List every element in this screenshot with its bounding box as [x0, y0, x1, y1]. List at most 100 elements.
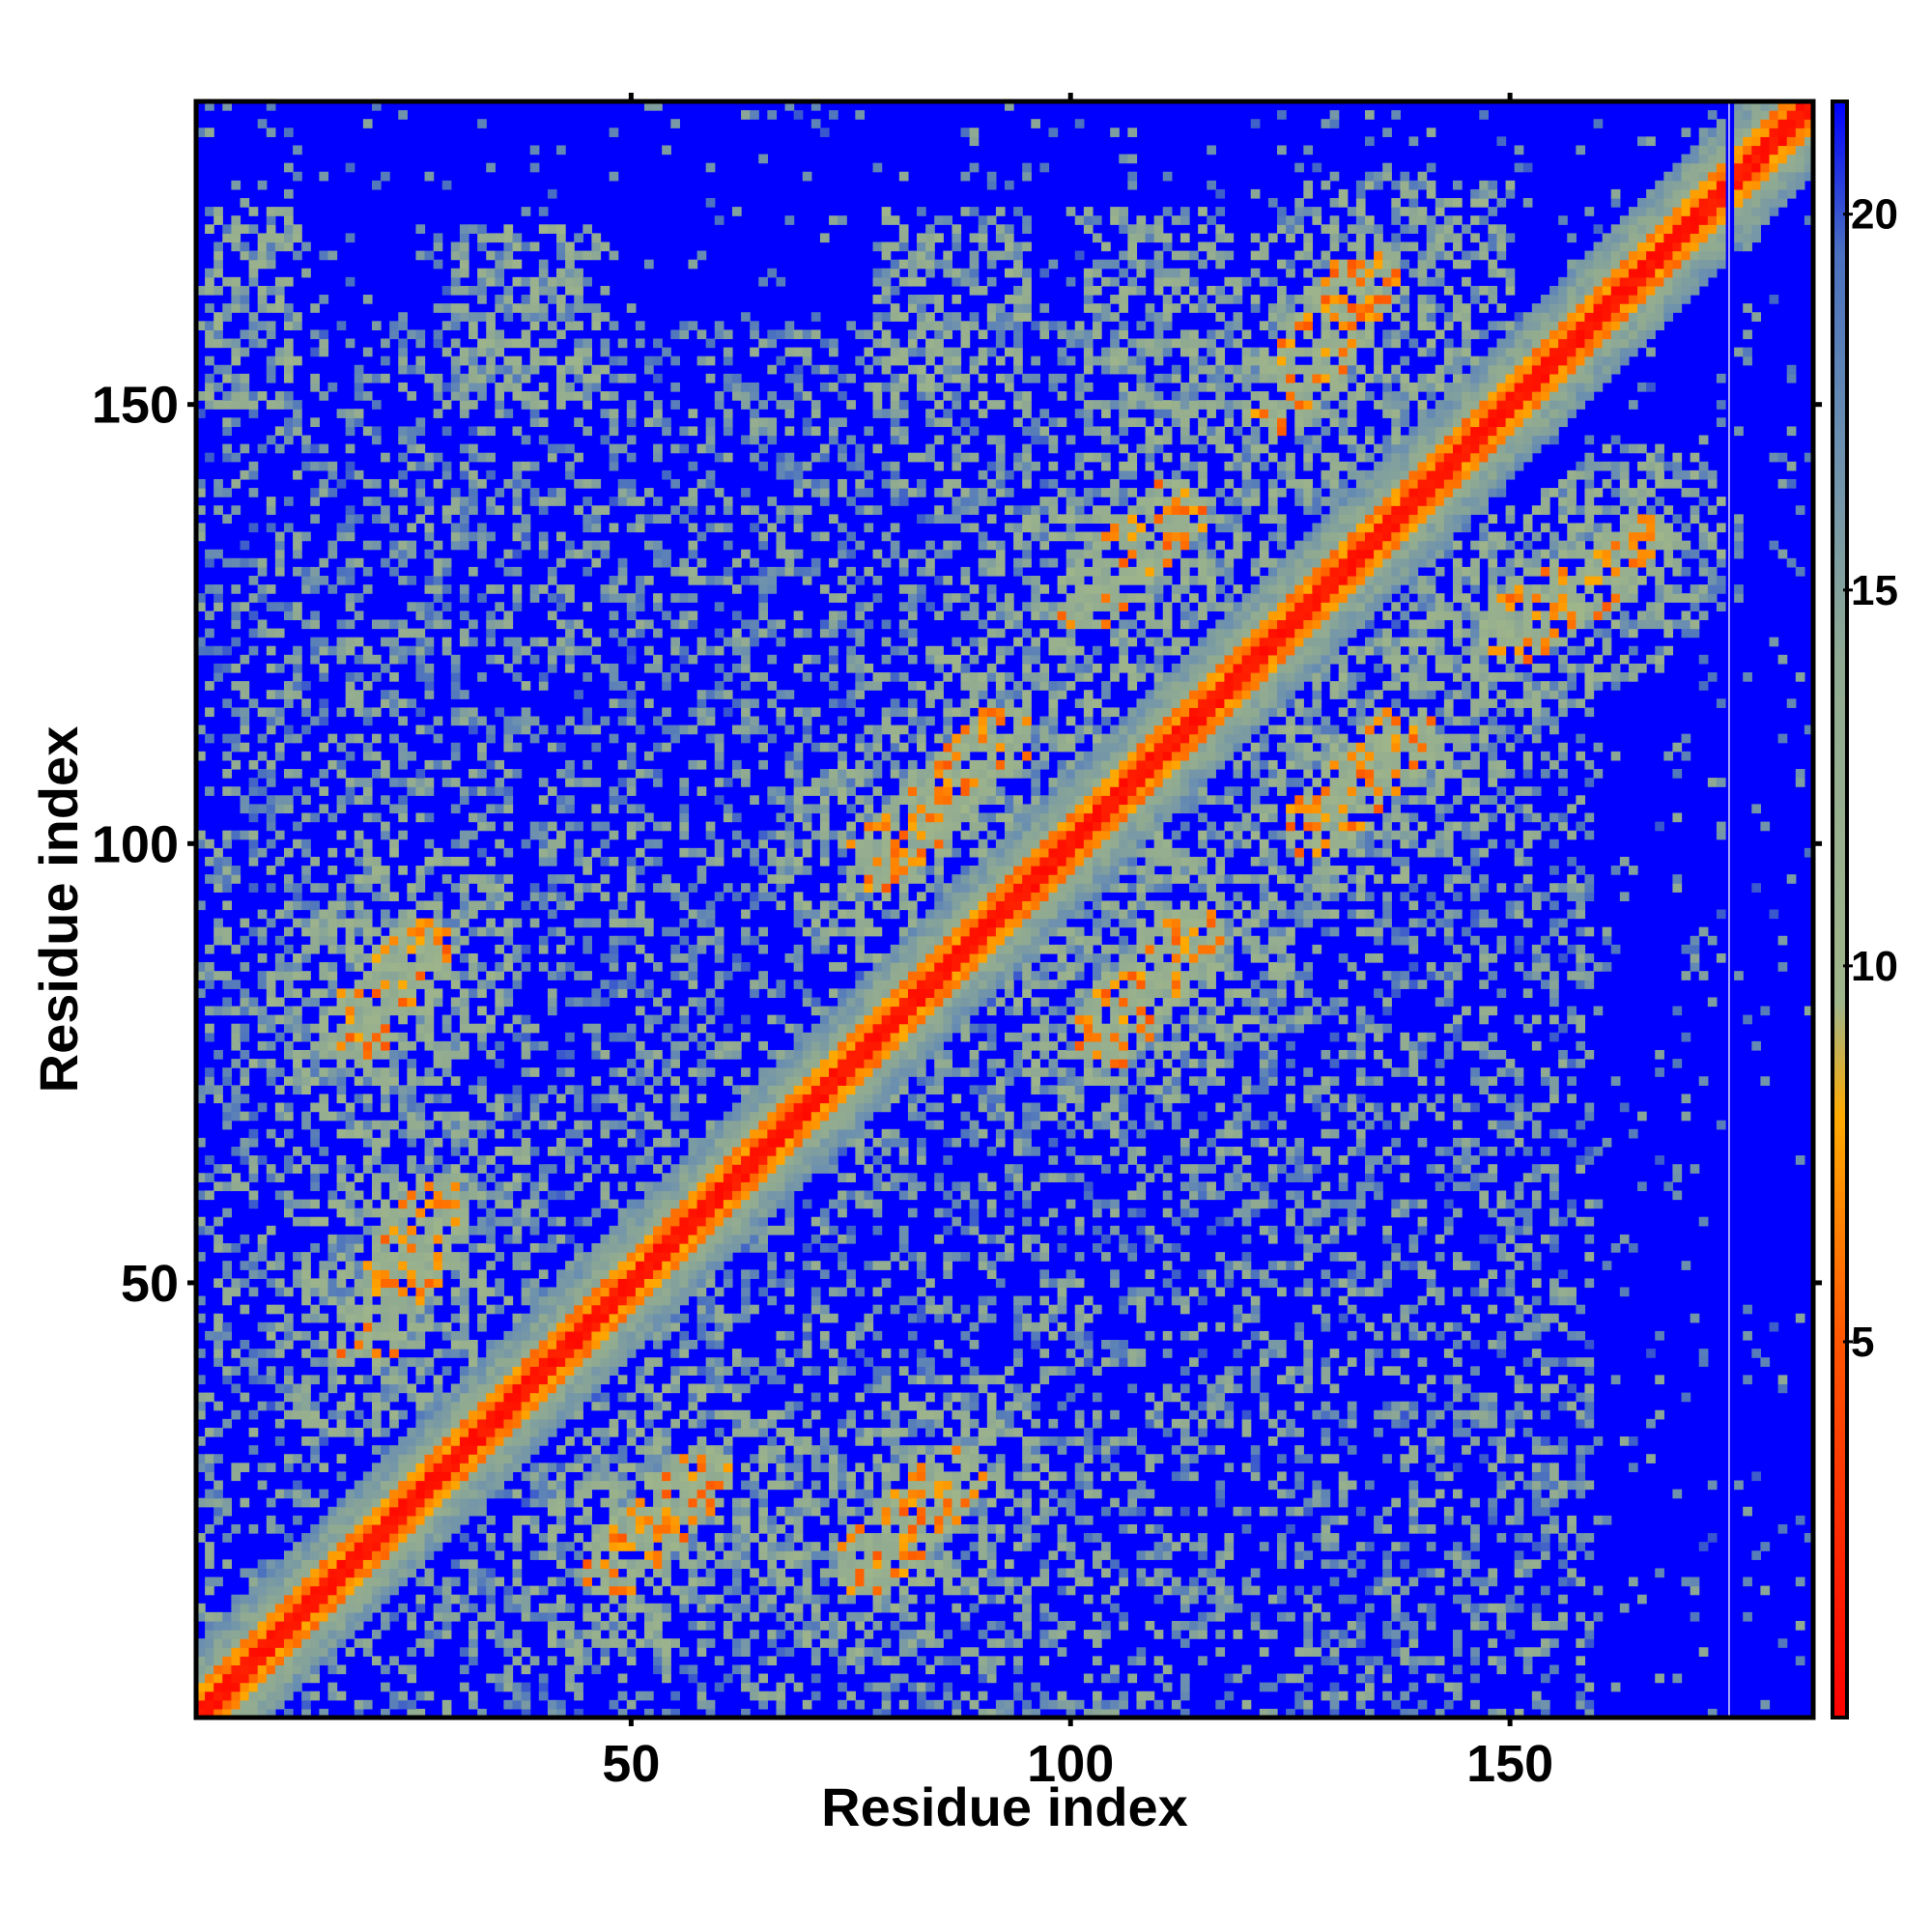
- heatmap-cell: [248, 523, 259, 533]
- heatmap-cell: [529, 1427, 540, 1437]
- heatmap-cell: [477, 276, 487, 287]
- heatmap-cell: [609, 1568, 619, 1578]
- heatmap-cell: [696, 1173, 707, 1182]
- heatmap-cell: [477, 1040, 487, 1051]
- heatmap-cell: [371, 1023, 382, 1034]
- heatmap-cell: [266, 988, 276, 999]
- heatmap-cell: [205, 1489, 214, 1499]
- heatmap-cell: [266, 795, 276, 805]
- heatmap-cell: [354, 952, 364, 963]
- heatmap-cell: [731, 611, 742, 621]
- heatmap-cell: [222, 101, 232, 111]
- heatmap-cell: [556, 1489, 566, 1499]
- heatmap-cell: [381, 1682, 390, 1692]
- heatmap-cell: [521, 373, 531, 384]
- heatmap-cell: [643, 1480, 654, 1491]
- heatmap-cell: [274, 1111, 285, 1122]
- heatmap-cell: [574, 1454, 583, 1463]
- heatmap-cell: [512, 1690, 523, 1701]
- heatmap-cell: [723, 355, 733, 366]
- heatmap-cell: [310, 1216, 320, 1227]
- heatmap-cell: [696, 1550, 707, 1560]
- heatmap-cell: [433, 1375, 443, 1385]
- heatmap-cell: [345, 1523, 355, 1534]
- heatmap-cell: [486, 883, 496, 893]
- heatmap-cell: [582, 856, 592, 867]
- heatmap-cell: [565, 1278, 575, 1289]
- heatmap-cell: [327, 1234, 338, 1244]
- heatmap-cell: [662, 1401, 671, 1411]
- heatmap-cell: [574, 1243, 583, 1253]
- heatmap-cell: [477, 1454, 487, 1463]
- heatmap-cell: [653, 1208, 663, 1218]
- heatmap-cell: [319, 804, 329, 814]
- heatmap-cell: [354, 1559, 364, 1570]
- heatmap-cell: [362, 566, 373, 577]
- heatmap-cell: [266, 1664, 276, 1675]
- heatmap-cell: [389, 549, 399, 559]
- heatmap-cell: [731, 1506, 742, 1517]
- heatmap-cell: [741, 1673, 751, 1684]
- heatmap-cell: [424, 1418, 435, 1429]
- heatmap-cell: [714, 1190, 724, 1201]
- heatmap-cell: [336, 1349, 347, 1358]
- heatmap-cell: [662, 1261, 671, 1270]
- heatmap-cell: [521, 400, 531, 410]
- heatmap-cell: [741, 1515, 751, 1525]
- heatmap-cell: [696, 944, 707, 954]
- heatmap-cell: [248, 250, 259, 261]
- heatmap-cell: [327, 584, 338, 594]
- heatmap-cell: [626, 1392, 637, 1403]
- heatmap-cell: [441, 1480, 452, 1491]
- heatmap-cell: [591, 321, 602, 330]
- heatmap-cell: [512, 373, 523, 384]
- heatmap-cell: [415, 1515, 426, 1525]
- heatmap-cell: [450, 1261, 461, 1270]
- heatmap-cell: [643, 1533, 654, 1543]
- heatmap-cell: [529, 1392, 540, 1403]
- heatmap-cell: [495, 962, 505, 972]
- heatmap-cell: [609, 321, 619, 330]
- heatmap-cell: [486, 1630, 496, 1639]
- heatmap-cell: [469, 1647, 478, 1657]
- heatmap-cell: [477, 1409, 487, 1420]
- heatmap-cell: [248, 1349, 259, 1358]
- heatmap-cell: [731, 1216, 742, 1227]
- heatmap-cell: [643, 980, 654, 989]
- heatmap-cell: [626, 1699, 637, 1710]
- heatmap-cell: [547, 1006, 557, 1016]
- heatmap-cell: [336, 566, 347, 577]
- heatmap-cell: [512, 1401, 523, 1411]
- heatmap-cell: [381, 1427, 390, 1437]
- heatmap-cell: [310, 1199, 320, 1209]
- heatmap-cell: [486, 892, 496, 902]
- heatmap-cell: [643, 1454, 654, 1463]
- heatmap-cell: [310, 997, 320, 1008]
- heatmap-cell: [705, 1146, 716, 1156]
- heatmap-cell: [643, 1515, 654, 1525]
- heatmap-cell: [257, 233, 268, 243]
- heatmap-cell: [582, 400, 592, 410]
- heatmap-cell: [433, 1040, 443, 1051]
- heatmap-cell: [398, 716, 408, 726]
- heatmap-cell: [741, 1357, 751, 1367]
- heatmap-cell: [441, 1585, 452, 1596]
- heatmap-cell: [635, 1330, 645, 1341]
- heatmap-cell: [301, 847, 311, 858]
- heatmap-cell: [662, 514, 671, 525]
- heatmap-cell: [529, 1067, 540, 1077]
- heatmap-cell: [222, 1690, 232, 1701]
- heatmap-cell: [635, 1321, 645, 1332]
- heatmap-cell: [248, 1708, 259, 1719]
- heatmap-cell: [705, 1049, 716, 1060]
- heatmap-cell: [486, 469, 496, 480]
- heatmap-cell: [600, 1497, 611, 1508]
- heatmap-cell: [240, 242, 250, 252]
- heatmap-cell: [283, 1340, 294, 1350]
- heatmap-cell: [679, 892, 690, 902]
- heatmap-cell: [381, 1533, 390, 1543]
- heatmap-cell: [362, 1497, 373, 1508]
- heatmap-cell: [635, 1497, 645, 1508]
- heatmap-cell: [441, 566, 452, 577]
- heatmap-cell: [714, 1321, 724, 1332]
